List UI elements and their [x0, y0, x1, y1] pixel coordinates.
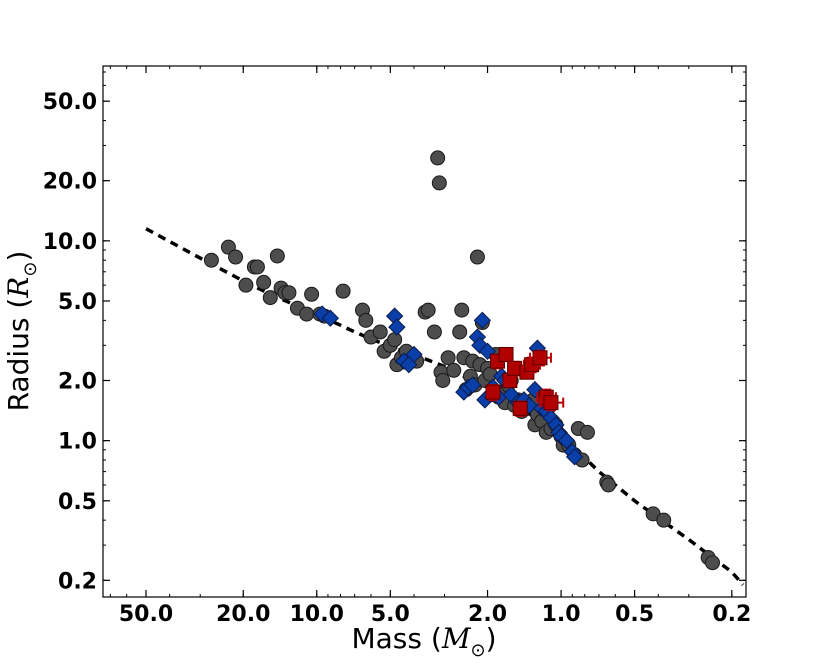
y-tick-label: 50.0 [43, 90, 97, 115]
y-tick-label: 1.0 [58, 430, 97, 455]
data-point-square-group [538, 394, 565, 412]
data-point-diamond [388, 318, 406, 336]
data-point-circle [304, 286, 320, 302]
y-tick-label: 0.5 [58, 490, 97, 515]
data-point-diamond [400, 355, 418, 374]
data-point-circle [704, 555, 720, 571]
y-tick-label: 10.0 [43, 230, 97, 255]
x-tick-label: 20.0 [216, 602, 270, 627]
y-tick-label: 2.0 [58, 370, 97, 395]
data-point-diamond [473, 311, 492, 330]
data-point-circle [238, 277, 254, 293]
data-point-circle [249, 259, 265, 275]
y-tick-label: 5.0 [58, 290, 97, 315]
data-point-circle [656, 512, 672, 528]
x-tick-label: 5.0 [371, 602, 410, 627]
data-point-square [543, 395, 559, 411]
x-tick-label: 50.0 [119, 602, 173, 627]
x-tick-label: 0.5 [615, 602, 654, 627]
x-axis-label: Mass (M⊙) [351, 622, 496, 661]
data-point-circle [454, 302, 470, 318]
data-point-circle [358, 312, 374, 328]
plot-frame [102, 65, 747, 598]
axis-ticks-layer: 50.0 20.0 10.0 5.0 2.0 1.0 0.5 0.2 50.0 20.0 10.0 5… [43, 66, 751, 627]
data-point-circle [440, 350, 456, 366]
data-point-circle [281, 285, 297, 301]
relation-line [145, 227, 745, 586]
y-tick-label: 20.0 [43, 170, 97, 195]
data-point-circle [262, 290, 278, 306]
data-point-circle [600, 477, 616, 493]
data-point-circle [387, 332, 403, 348]
data-point-square-group [529, 349, 552, 367]
data-point-circle [269, 248, 285, 264]
data-point-diamond [321, 309, 340, 327]
data-point-diamond [565, 448, 584, 466]
data-point-circle [372, 324, 388, 340]
data-point-circle [335, 283, 351, 299]
data-point-square [532, 350, 548, 366]
data-point-circle [203, 252, 219, 268]
data-point-square [498, 346, 514, 362]
x-tick-label: 0.2 [712, 602, 751, 627]
relation-curve-layer [145, 227, 745, 586]
x-tick-label: 2.0 [468, 602, 507, 627]
data-point-square [485, 384, 501, 400]
data-point-square-group [485, 383, 501, 401]
data-point-square-group [502, 373, 518, 389]
data-point-circle [579, 424, 595, 440]
data-point-circle [452, 324, 468, 340]
data-point-circle [469, 249, 485, 265]
data-point-circle [256, 274, 272, 290]
data-point-circle [435, 373, 451, 389]
data-point-circle [228, 249, 244, 265]
data-point-circle [430, 150, 446, 166]
data-point-circle [299, 306, 315, 322]
y-tick-label: 0.2 [58, 569, 97, 594]
data-point-diamond [463, 376, 482, 394]
data-point-circle [426, 324, 442, 340]
x-tick-label: 10.0 [290, 602, 344, 627]
y-axis-label: Radius (R⊙) [2, 251, 41, 412]
data-point-circle [420, 302, 436, 318]
data-point-square-group [498, 346, 514, 363]
x-tick-label: 1.0 [542, 602, 581, 627]
data-point-square-group [512, 400, 528, 417]
data-point-diamond [557, 431, 576, 450]
data-point-circle [431, 175, 447, 191]
data-marks-layer [203, 150, 720, 571]
data-point-circle [446, 362, 462, 378]
data-point-square [512, 400, 528, 416]
